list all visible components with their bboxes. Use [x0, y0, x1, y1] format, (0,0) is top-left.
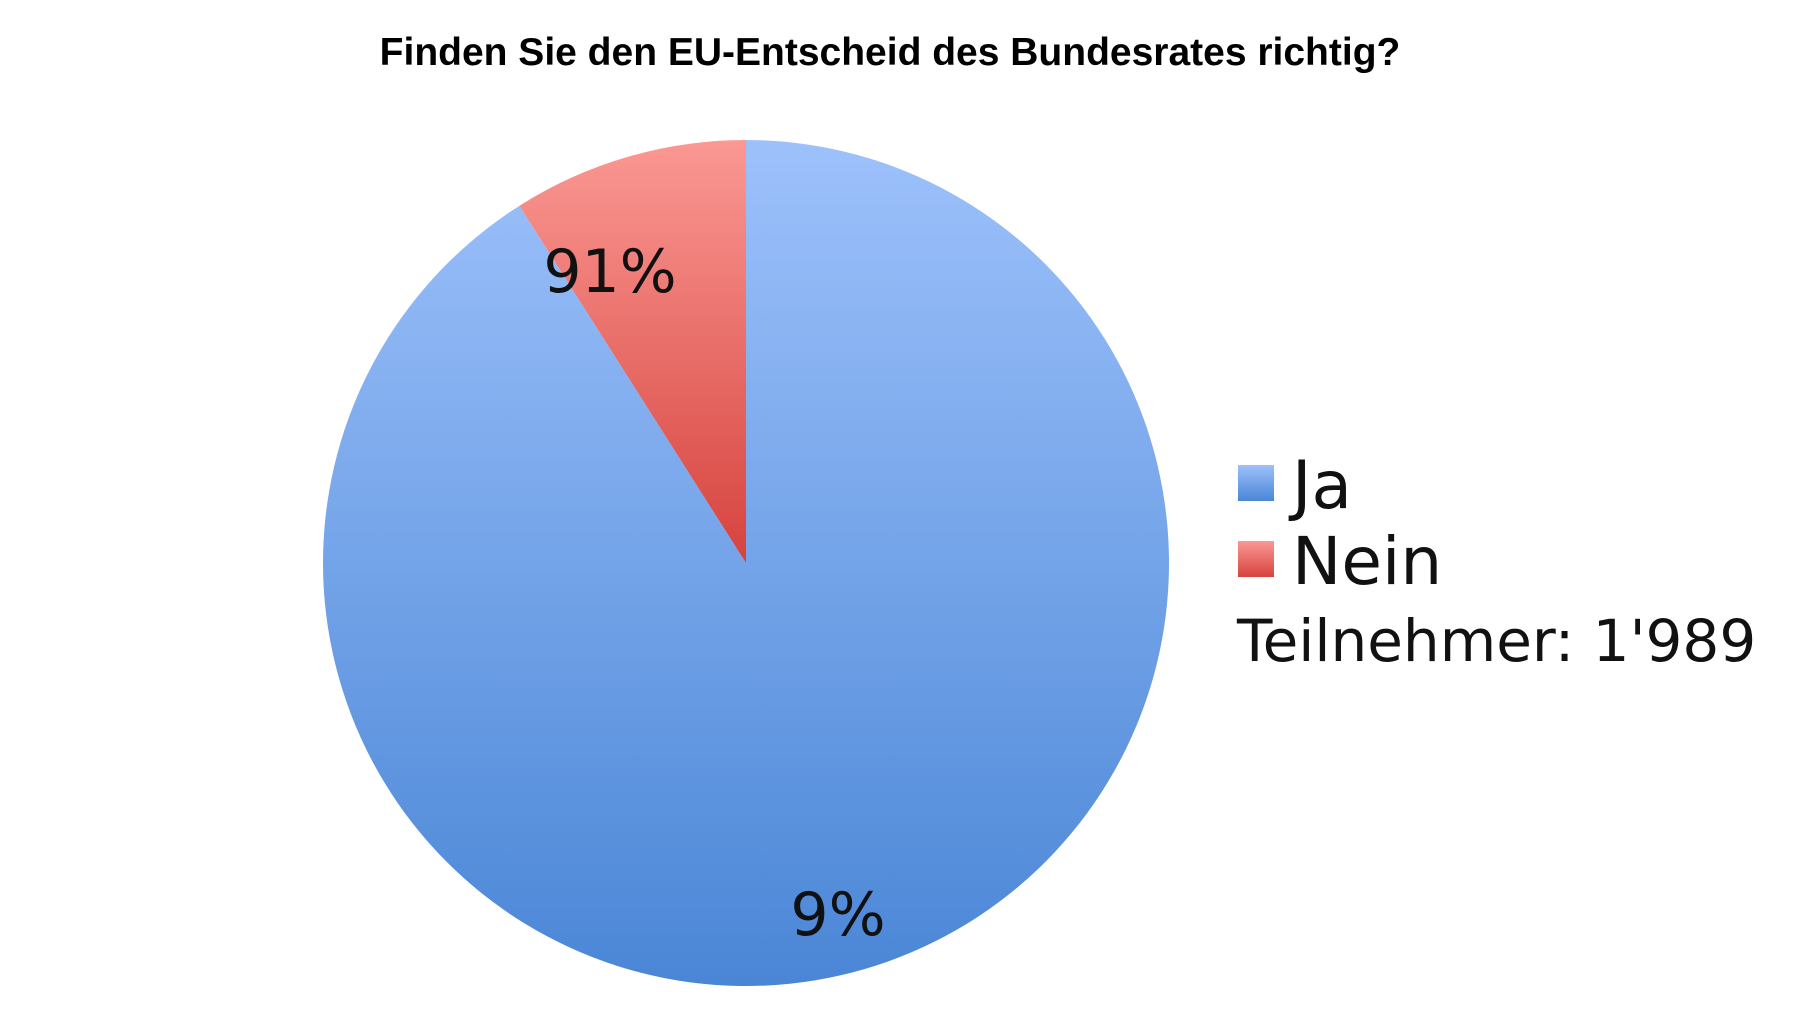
legend-swatch-nein: [1238, 541, 1274, 577]
pie-slice-nein: [519, 140, 746, 563]
data-label-ja: 91%: [543, 237, 676, 307]
chart-title: Finden Sie den EU-Entscheid des Bundesra…: [380, 31, 1401, 74]
data-label-nein: 9%: [790, 880, 885, 950]
participants-note: Teilnehmer: 1'989: [1236, 607, 1756, 675]
legend-label-ja: Ja: [1288, 447, 1352, 524]
pie-slice-ja: [323, 140, 1170, 987]
pie-slices: [323, 140, 1170, 987]
legend-label-nein: Nein: [1292, 523, 1442, 600]
legend: Ja Nein: [1238, 447, 1442, 600]
legend-swatch-ja: [1238, 465, 1274, 501]
